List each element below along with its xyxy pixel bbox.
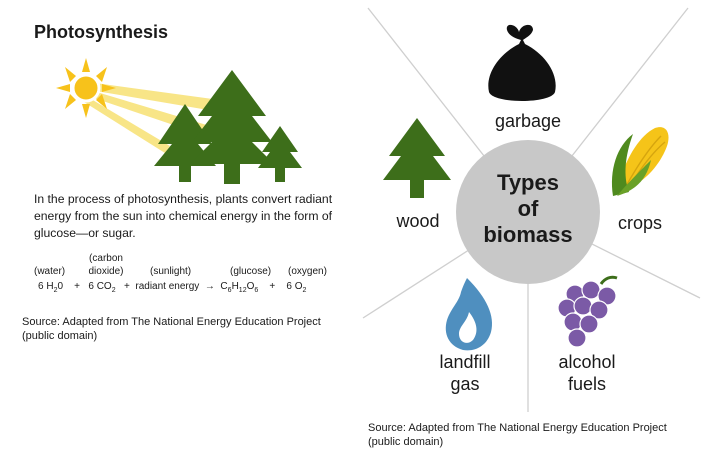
label-crops: crops <box>617 213 662 233</box>
tree-icon <box>258 126 302 182</box>
center-title-line1: Types <box>497 170 559 195</box>
tree-icon <box>154 104 216 182</box>
photosynthesis-title: Photosynthesis <box>34 22 169 42</box>
co2-coefficient: 6 <box>88 281 94 292</box>
label-garbage: garbage <box>494 111 562 131</box>
plus-sign: + <box>123 281 130 292</box>
radiant-energy-term: radiant energy <box>135 281 200 292</box>
oxygen-subscript: 2 <box>302 287 307 294</box>
center-title-line3: biomass <box>483 222 573 247</box>
water-term: 6 H20 <box>38 281 64 294</box>
equation-label-oxygen: (oxygen) <box>288 266 327 277</box>
reaction-arrow: → <box>204 281 215 292</box>
sun-icon <box>56 58 116 118</box>
plus-sign: + <box>269 281 276 292</box>
glucose-o-subscript: 6 <box>254 287 259 294</box>
equation-label-carbon-line2: dioxide) <box>88 266 124 277</box>
equation-label-sunlight: (sunlight) <box>150 266 192 277</box>
oxygen-term: 6 O2 <box>286 281 307 294</box>
corn-icon <box>611 127 669 196</box>
biomass-center-title: Types of biomass <box>468 170 588 248</box>
co2-symbol: CO <box>96 281 112 292</box>
sun-and-trees-illustration <box>56 58 302 184</box>
glucose-h: H <box>231 281 239 292</box>
glucose-c: C <box>220 281 228 292</box>
photosynthesis-description: In the process of photosynthesis, plants… <box>34 192 333 240</box>
co2-term: 6 CO2 <box>88 281 116 294</box>
glucose-o: O <box>246 281 255 292</box>
oxygen-symbol: O <box>294 281 303 292</box>
equation-label-glucose: (glucose) <box>230 266 272 277</box>
equation-label-water: (water) <box>34 266 66 277</box>
flame-icon <box>445 278 492 351</box>
co2-subscript: 2 <box>111 287 116 294</box>
label-alcohol-fuels: alcohol fuels <box>547 351 627 395</box>
photosynthesis-source: Source: Adapted from The National Energy… <box>22 316 321 342</box>
water-h: H <box>46 281 54 292</box>
center-title-line2: of <box>517 196 539 221</box>
glucose-c-subscript: 6 <box>227 287 232 294</box>
tree-icon <box>190 70 274 184</box>
label-landfill-line1: landfill <box>439 352 491 372</box>
garbage-bag-icon <box>488 24 556 101</box>
water-subscript: 2 <box>53 287 58 294</box>
chemical-equation: 6 H20 + 6 CO2 + radiant energy → C6H12O6… <box>38 281 338 294</box>
center-circle <box>456 140 600 284</box>
label-landfill-line2: gas <box>450 374 480 394</box>
plus-sign: + <box>74 281 81 292</box>
grapes-icon <box>557 275 618 348</box>
equation-label-carbon-line1: (carbon <box>89 253 123 264</box>
equation-label-carbon-dioxide: (carbon dioxide) <box>84 252 128 278</box>
water-coefficient: 6 <box>38 281 44 292</box>
glucose-h-subscript: 12 <box>238 287 247 294</box>
glucose-term: C6H12O6 <box>220 281 259 294</box>
biomass-diagram <box>362 7 701 412</box>
label-alcohol-line2: fuels <box>567 374 607 394</box>
water-o: 0 <box>57 281 64 292</box>
tree-icon <box>383 118 451 198</box>
label-alcohol-line1: alcohol <box>558 352 616 372</box>
label-landfill-gas: landfill gas <box>420 351 510 395</box>
biomass-source: Source: Adapted from The National Energy… <box>368 422 667 448</box>
oxygen-coefficient: 6 <box>286 281 292 292</box>
label-wood: wood <box>396 211 440 231</box>
